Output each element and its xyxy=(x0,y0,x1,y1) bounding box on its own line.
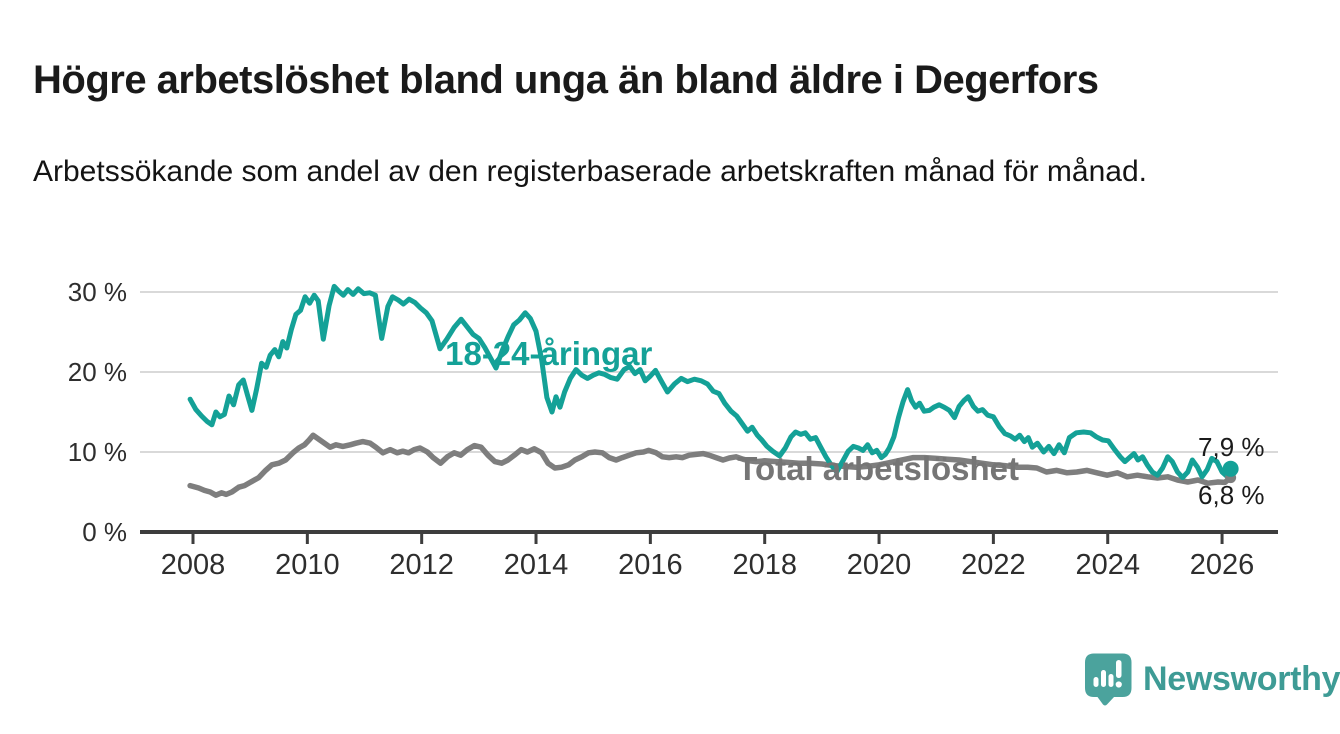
series-label: 18-24-åringar xyxy=(445,335,652,372)
x-tick-label: 2018 xyxy=(732,549,797,581)
x-tick-label: 2014 xyxy=(504,549,569,581)
x-tick-label: 2008 xyxy=(161,549,226,581)
x-tick-label: 2026 xyxy=(1190,549,1255,581)
newsworthy-bubble-chart-icon xyxy=(1085,653,1132,706)
series-line-total xyxy=(187,432,1234,498)
y-tick-label: 0 % xyxy=(82,517,127,547)
x-tick-label: 2010 xyxy=(275,549,340,581)
y-tick-label: 20 % xyxy=(68,357,127,387)
x-tick-label: 2016 xyxy=(618,549,683,581)
series-line-young xyxy=(187,283,1234,481)
newsworthy-logo: Newsworthy xyxy=(1084,653,1340,706)
end-value-label: 6,8 % xyxy=(1198,480,1265,510)
end-value-label: 7,9 % xyxy=(1198,432,1265,462)
x-tick-label: 2022 xyxy=(961,549,1026,581)
y-tick-label: 30 % xyxy=(68,277,127,307)
series-end-dot-young xyxy=(1222,460,1239,477)
unemployment-line-chart: 2008 2010 2012 2014 2016 2018 2020 2022 2024 2026… xyxy=(68,277,1278,581)
series-label: Total arbetslöshet xyxy=(737,450,1019,487)
newsworthy-wordmark: Newsworthy xyxy=(1143,660,1340,698)
x-tick-label: 2020 xyxy=(847,549,912,581)
y-tick-label: 10 % xyxy=(68,437,127,467)
x-tick-label: 2024 xyxy=(1075,549,1140,581)
x-tick-label: 2012 xyxy=(389,549,454,581)
page-title: Högre arbetslöshet bland unga än bland ä… xyxy=(33,57,1099,102)
page-subtitle: Arbetssökande som andel av den registerb… xyxy=(33,155,1147,188)
